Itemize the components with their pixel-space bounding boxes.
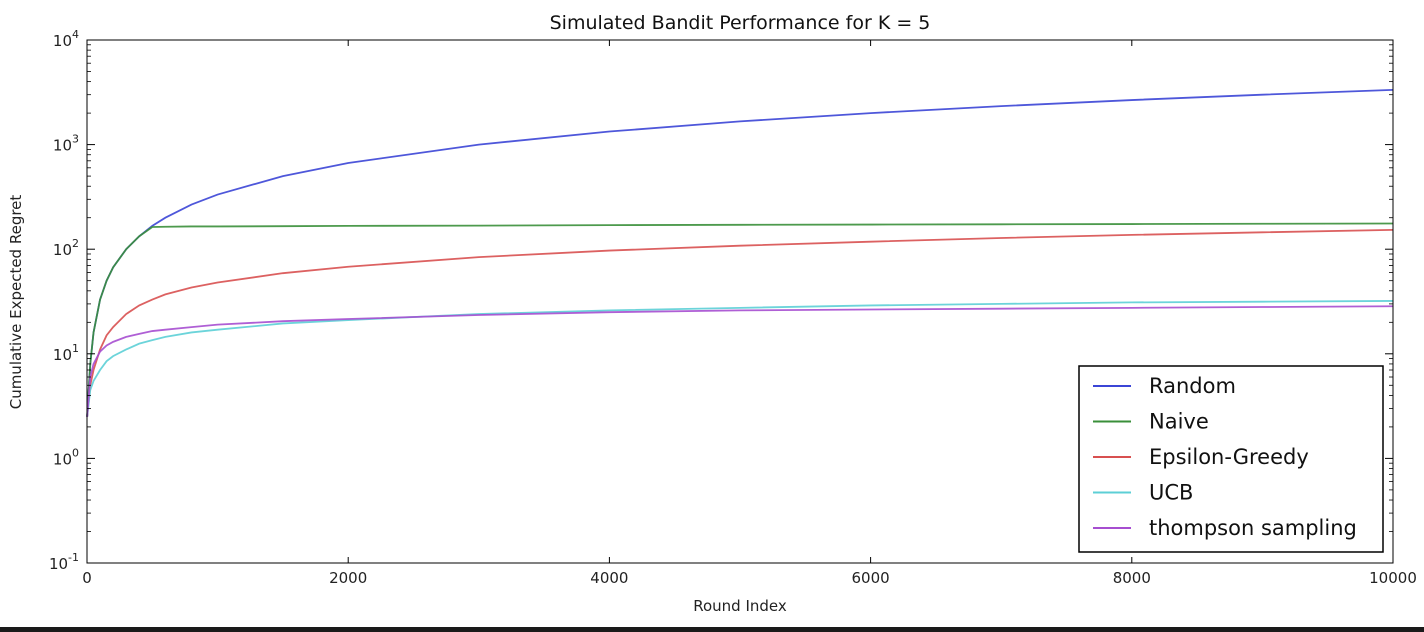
legend-box xyxy=(1078,365,1384,553)
y-tick-label: 101 xyxy=(53,342,79,364)
bottom-border-strip xyxy=(0,627,1424,632)
series-layer xyxy=(86,89,1394,417)
y-tick-label: 102 xyxy=(53,237,79,259)
y-tick-label: 103 xyxy=(53,133,79,155)
y-axis-ticks: 104 103 102 101 100 10-1 xyxy=(49,28,1393,573)
legend-label: thompson sampling xyxy=(1149,516,1357,540)
x-axis-label: Round Index xyxy=(693,597,787,615)
y-tick-label: 10-1 xyxy=(49,551,79,573)
x-tick-label: 0 xyxy=(82,569,92,587)
x-tick-label: 8000 xyxy=(1113,569,1151,587)
legend: Random Naive Epsilon-Greedy UCB thompson sam… xyxy=(1078,365,1384,553)
chart-title: Simulated Bandit Performance for K = 5 xyxy=(550,12,931,34)
x-tick-label: 4000 xyxy=(590,569,628,587)
legend-label: UCB xyxy=(1149,481,1193,505)
x-tick-label: 2000 xyxy=(329,569,367,587)
legend-label: Random xyxy=(1149,374,1236,398)
x-tick-label: 6000 xyxy=(852,569,890,587)
x-tick-label: 10000 xyxy=(1369,569,1417,587)
series-line-naive xyxy=(86,222,1394,417)
legend-label: Naive xyxy=(1149,410,1209,434)
axes-frame xyxy=(86,39,1394,564)
series-line-thompson-sampling xyxy=(86,305,1394,417)
legend-label: Epsilon-Greedy xyxy=(1149,445,1309,469)
series-line-ucb xyxy=(86,300,1394,417)
y-tick-label: 104 xyxy=(53,28,79,50)
plot-frame xyxy=(86,39,1394,564)
series-line-epsilon-greedy xyxy=(86,228,1394,417)
y-tick-label: 100 xyxy=(53,446,79,468)
x-axis-ticks: 0 2000 4000 6000 8000 10000 xyxy=(82,40,1417,587)
y-axis-label: Cumulative Expected Regret xyxy=(7,195,25,410)
